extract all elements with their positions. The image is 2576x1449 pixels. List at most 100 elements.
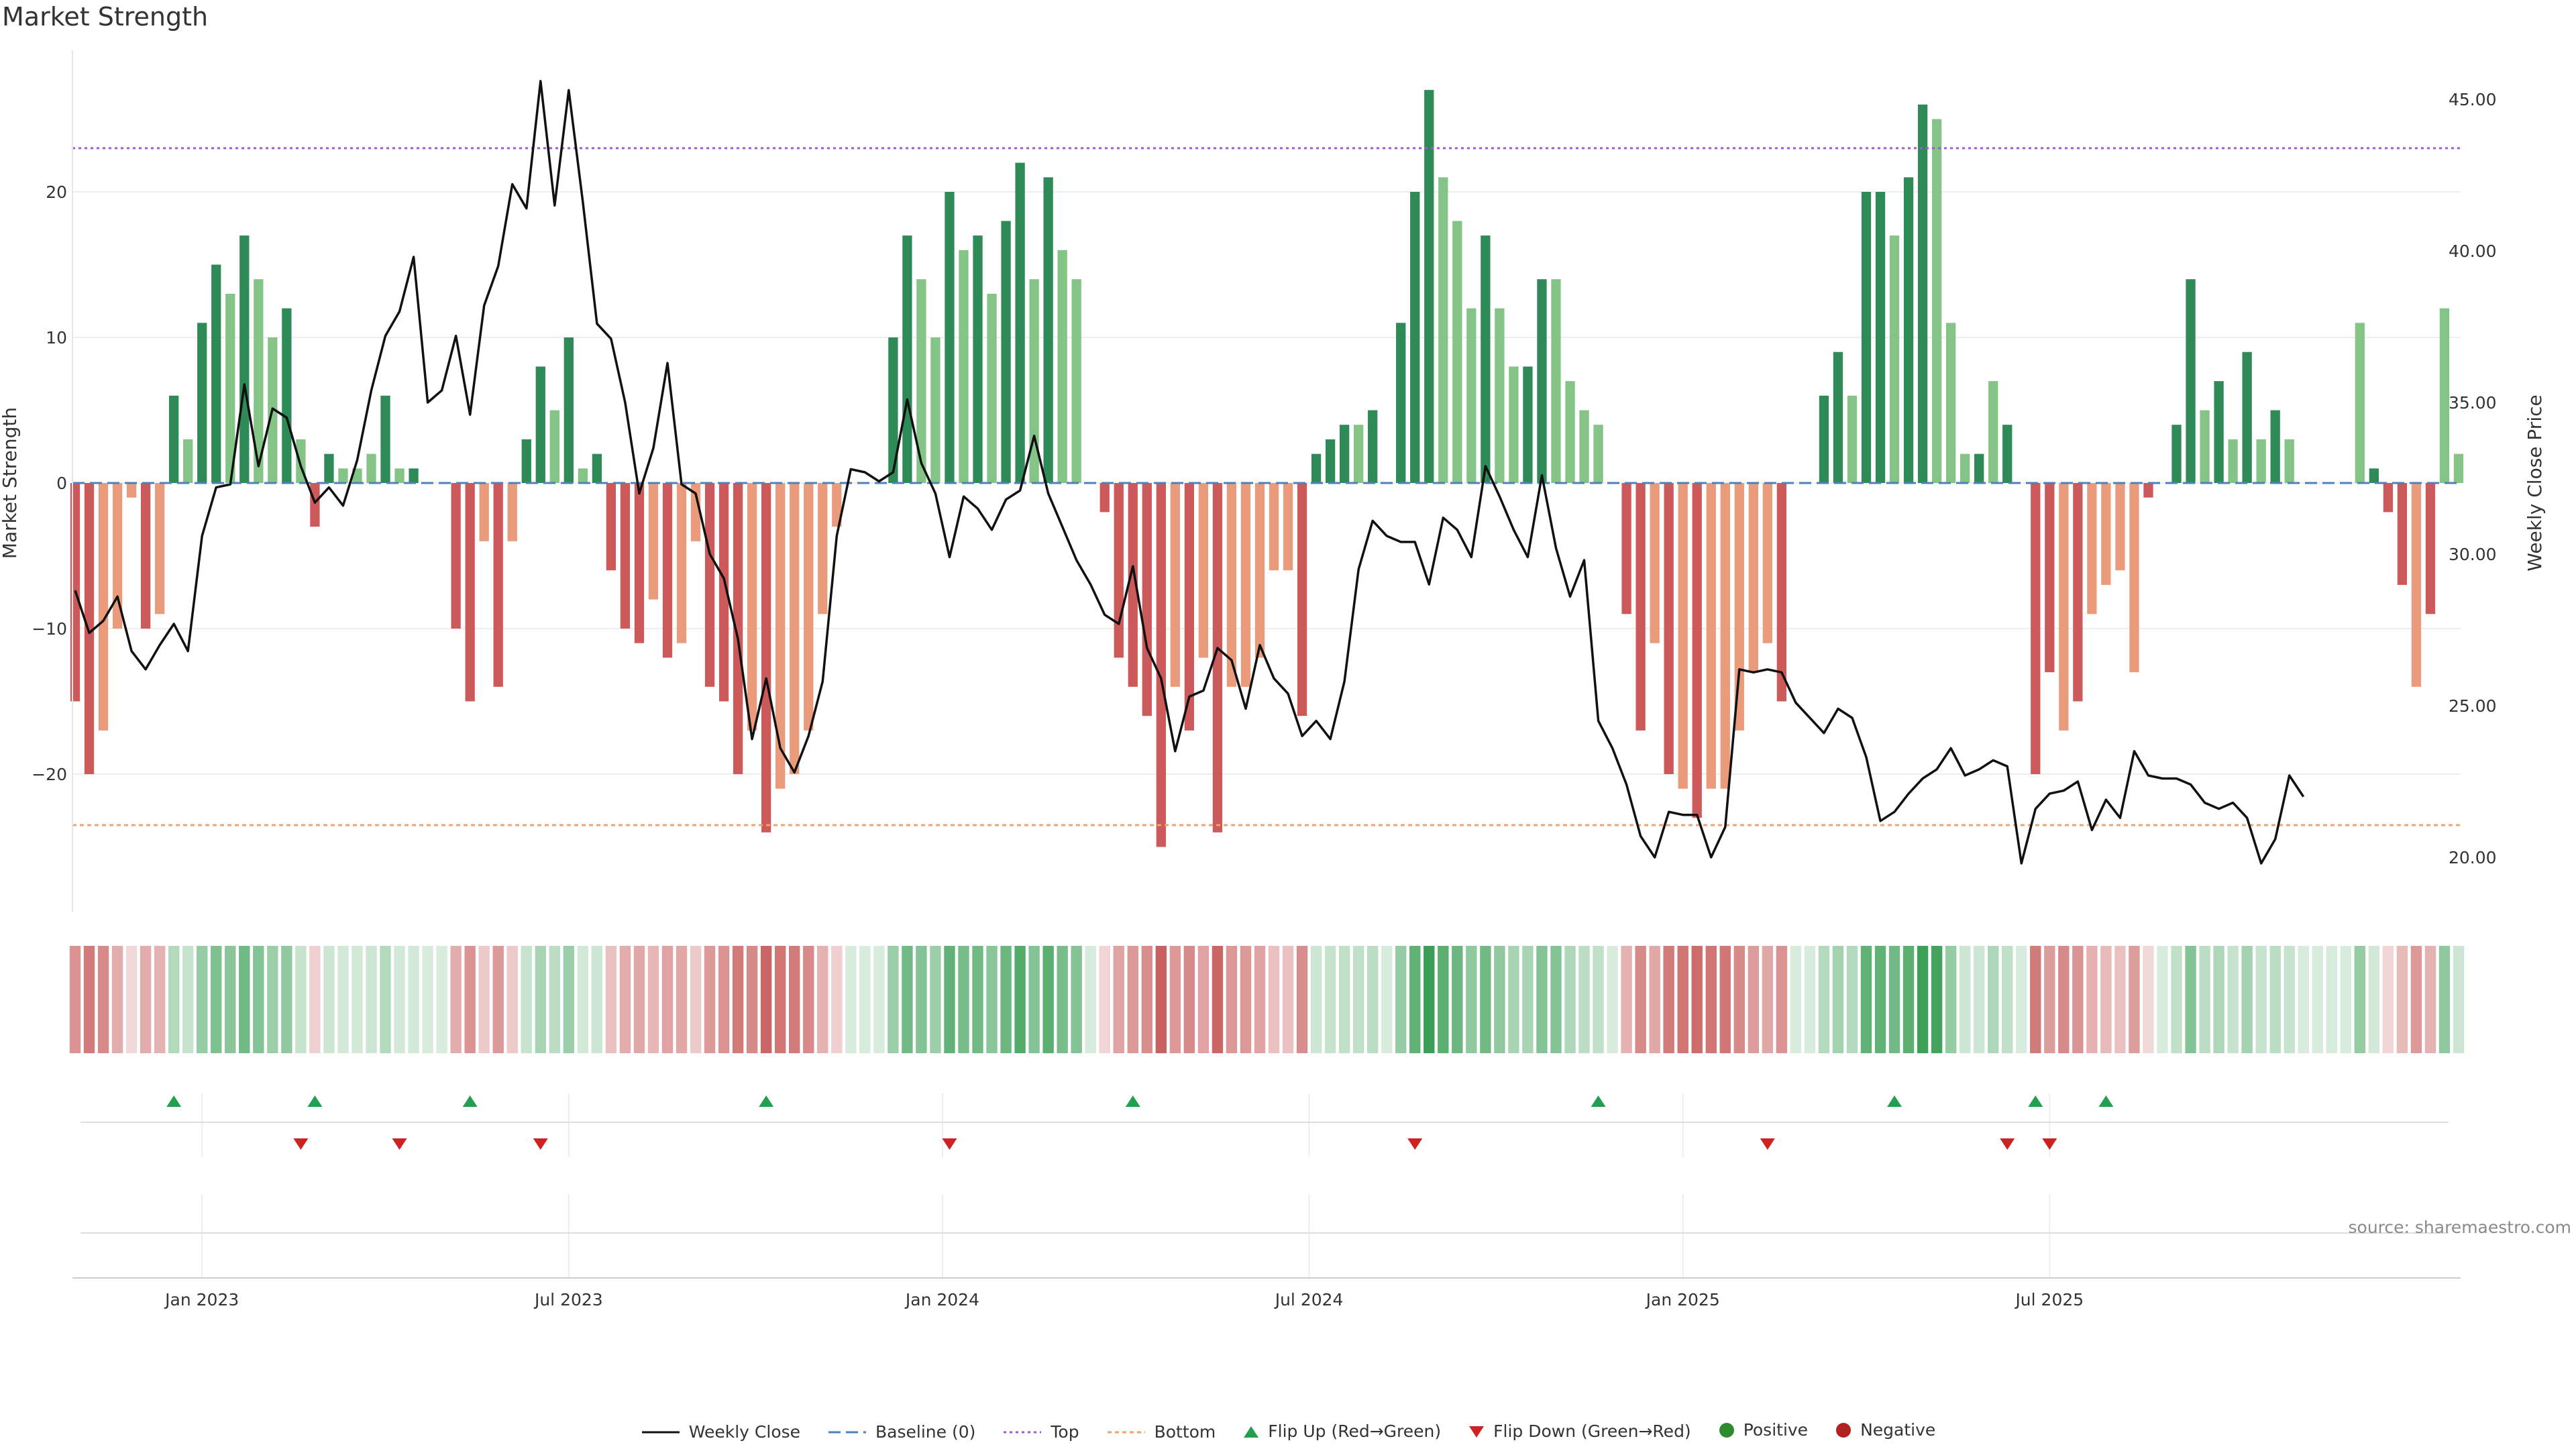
strip-cell: [2086, 946, 2098, 1053]
strength-bar: [2270, 410, 2280, 483]
legend-label: Positive: [1743, 1420, 1809, 1440]
strength-bar: [1114, 483, 1124, 658]
legend-item-top: Top: [1002, 1422, 1079, 1442]
legend-item-line: Weekly Close: [641, 1422, 800, 1442]
strip-cell: [478, 946, 490, 1053]
strength-bar: [1565, 381, 1575, 483]
strength-bar: [197, 323, 207, 483]
strip-cell: [704, 946, 716, 1053]
strength-bar: [84, 483, 95, 774]
strip-cell: [1621, 946, 1632, 1053]
strip-cell: [1677, 946, 1688, 1053]
strength-bar: [282, 308, 292, 483]
strength-bar: [1495, 308, 1505, 483]
strip-cell: [436, 946, 447, 1053]
strip-cell: [1226, 946, 1238, 1053]
legend-item-positive: Positive: [1718, 1420, 1808, 1440]
strength-bar: [690, 483, 701, 541]
strength-bar: [1917, 104, 1928, 484]
strength-bar: [1396, 323, 1406, 483]
y-tick-label: −20: [32, 765, 67, 784]
strip-cell: [408, 946, 419, 1053]
strip-cell: [1155, 946, 1167, 1053]
flip-up-marker: [307, 1095, 323, 1107]
strength-bar: [1988, 381, 1998, 483]
strip-cell: [1663, 946, 1674, 1053]
strength-bar: [1621, 483, 1631, 614]
strip-cell: [661, 946, 674, 1053]
strip-cell: [1169, 946, 1181, 1053]
strength-bar: [2087, 483, 2097, 614]
strip-cell: [2185, 946, 2196, 1053]
strip-cell: [1338, 946, 1350, 1053]
strip-cell: [760, 946, 772, 1053]
strip-cell: [1917, 946, 1929, 1053]
strip-cell: [83, 946, 95, 1053]
strength-bar: [2383, 483, 2394, 513]
strength-bar: [2129, 483, 2139, 673]
strip-cell: [845, 946, 857, 1053]
strip-cell: [1790, 946, 1802, 1053]
flip-up-marker: [462, 1095, 478, 1107]
strength-bar: [1071, 279, 1081, 483]
strength-bar: [1847, 395, 1858, 483]
x-tick-label: Jul 2023: [533, 1290, 603, 1309]
strength-bar: [704, 483, 715, 687]
strength-bar: [2101, 483, 2111, 585]
strength-bar: [1339, 425, 1350, 483]
y-axis-title: Market Strength: [0, 407, 21, 559]
strip-cell: [1564, 946, 1576, 1053]
strength-bar: [366, 453, 376, 483]
strip-cell: [944, 946, 955, 1053]
strength-bar: [1240, 483, 1251, 687]
legend-item-negative: Negative: [1835, 1420, 1935, 1440]
strip-cell: [267, 946, 278, 1053]
y2-tick-label: 45.00: [2449, 90, 2497, 109]
strength-bar: [916, 279, 926, 483]
strip-cell: [1366, 946, 1379, 1053]
axes: −20 −10 0 10 20 20.00 25.00 30.00 35.00 40.00 45.0…: [0, 50, 2546, 1309]
strip-cell: [521, 946, 532, 1053]
strip-cell: [902, 946, 913, 1053]
strip-cell: [746, 946, 758, 1053]
strength-bar: [2115, 483, 2125, 571]
strip-cell: [309, 946, 321, 1053]
strength-bar: [1903, 177, 1914, 483]
strength-bar: [1889, 235, 1900, 483]
strength-bar: [2284, 439, 2294, 483]
strip-cell: [2298, 946, 2309, 1053]
strip-cell: [690, 946, 702, 1053]
strip-cell: [803, 946, 814, 1053]
strength-bar: [1297, 483, 1307, 716]
strength-bar: [1212, 483, 1223, 833]
strip-cell: [1141, 946, 1152, 1053]
strip-cell: [1860, 946, 1872, 1053]
strip-cell: [789, 946, 800, 1053]
strength-bar: [648, 483, 659, 600]
strength-bar: [1029, 279, 1039, 483]
strength-bar: [549, 410, 559, 483]
flip-down-marker: [1407, 1138, 1423, 1150]
strip-cell: [225, 946, 236, 1053]
strip-cell: [549, 946, 561, 1053]
strength-bar: [1664, 483, 1674, 774]
strength-bar: [1861, 192, 1872, 483]
strip-cell: [323, 946, 335, 1053]
strip-cell: [422, 946, 433, 1053]
strength-bar: [832, 483, 842, 527]
flip-down-marker: [392, 1138, 407, 1150]
strip-cell: [2396, 946, 2408, 1053]
strength-bar: [1819, 395, 1829, 483]
strip-cell: [1649, 946, 1660, 1053]
flip-down-marker: [2042, 1138, 2057, 1150]
strength-bar: [521, 439, 531, 483]
strip-cell: [1071, 946, 1082, 1053]
strength-bar: [254, 279, 264, 483]
strength-bar: [634, 483, 645, 643]
strength-bar: [1170, 483, 1180, 687]
strength-bar: [1579, 410, 1589, 483]
strength-bar: [310, 483, 320, 527]
strength-bar: [818, 483, 828, 614]
strength-bar: [1734, 483, 1744, 731]
strip-cell: [986, 946, 998, 1053]
